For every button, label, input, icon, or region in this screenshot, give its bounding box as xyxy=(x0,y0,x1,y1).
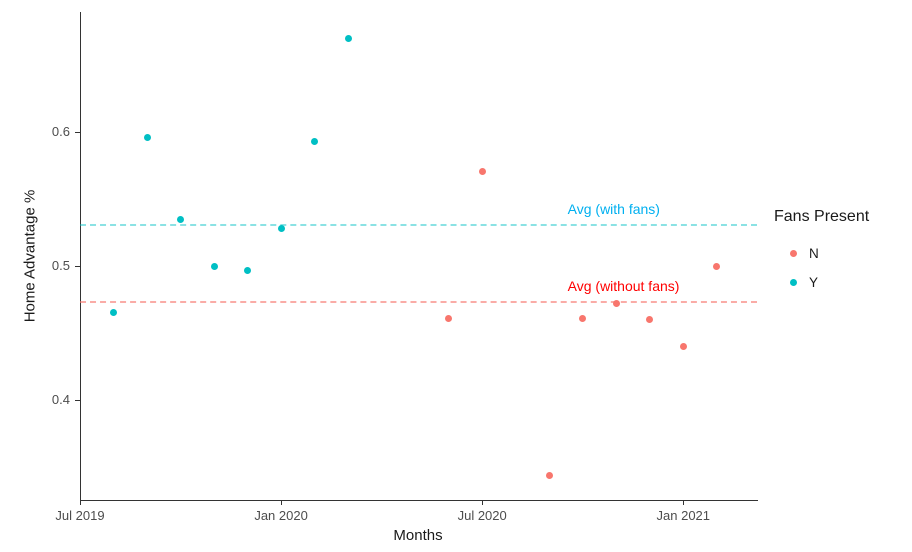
data-point-N xyxy=(612,299,620,307)
data-point-N xyxy=(679,342,687,350)
x-tick-label: Jul 2019 xyxy=(55,508,105,523)
y-tick-label: 0.5 xyxy=(51,258,70,274)
x-axis-line xyxy=(80,500,758,501)
legend-dot-Y xyxy=(790,279,797,286)
legend-item-Y: Y xyxy=(774,275,906,290)
data-point-N xyxy=(646,316,654,323)
y-tick-label: 0.6 xyxy=(51,124,70,140)
data-point-N xyxy=(579,314,587,322)
legend-title: Fans Present xyxy=(774,208,870,225)
data-point-Y xyxy=(311,138,319,146)
y-axis-line xyxy=(80,12,81,500)
data-point-Y xyxy=(277,225,285,233)
data-point-Y xyxy=(244,266,252,274)
data-point-Y xyxy=(210,262,218,270)
y-axis-title: Home Advantage % xyxy=(21,189,39,323)
legend-label-N: N xyxy=(809,246,819,261)
avg-reference-line xyxy=(80,223,757,226)
x-tick-label: Jan 2020 xyxy=(254,508,308,523)
y-tick-mark xyxy=(75,132,80,134)
avg-reference-line xyxy=(80,301,757,304)
x-tick-mark xyxy=(281,500,283,505)
x-tick-mark xyxy=(482,500,484,505)
x-tick-mark xyxy=(80,500,81,505)
legend-label-Y: Y xyxy=(809,275,819,290)
data-point-N xyxy=(478,167,486,175)
y-tick-label: 0.4 xyxy=(51,391,70,407)
data-point-N xyxy=(545,472,553,480)
x-tick-mark xyxy=(683,500,685,505)
data-point-N xyxy=(445,314,453,322)
legend-dot-N xyxy=(790,250,797,257)
avg-line-label: Avg (with fans) xyxy=(567,200,660,217)
y-tick-mark xyxy=(75,266,80,268)
x-tick-label: Jul 2020 xyxy=(457,508,507,523)
x-axis-title: Months xyxy=(393,527,443,544)
data-point-Y xyxy=(143,134,151,142)
legend-item-N: N xyxy=(774,246,906,261)
data-point-Y xyxy=(177,215,185,223)
y-tick-mark xyxy=(75,399,80,401)
data-point-Y xyxy=(344,35,352,43)
avg-line-label: Avg (without fans) xyxy=(567,278,680,295)
x-tick-label: Jan 2021 xyxy=(656,508,711,523)
data-point-N xyxy=(713,262,721,270)
data-point-Y xyxy=(110,309,117,317)
